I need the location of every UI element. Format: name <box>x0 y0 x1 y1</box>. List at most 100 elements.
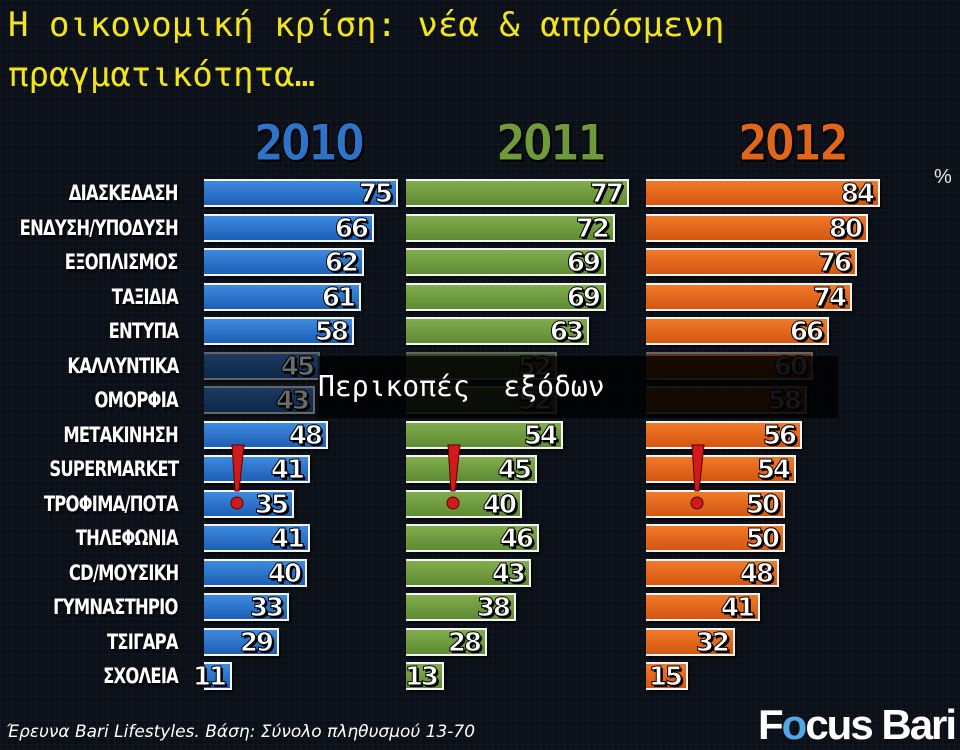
bar-value-label: 63 <box>549 317 584 348</box>
bar-2012: 80 <box>646 214 868 245</box>
category-label: CD/ΜΟΥΣΙΚΗ <box>68 561 178 585</box>
category-label: ΚΑΛΛΥΝΤΙΚΑ <box>66 354 179 378</box>
bar-2011: 63 <box>406 317 589 348</box>
bar-2011: 43 <box>406 559 531 590</box>
bar-2010: 48 <box>204 421 328 452</box>
bar-2010: 61 <box>204 283 361 314</box>
bar-2012: 15 <box>646 662 688 693</box>
exclamation-icon <box>446 444 461 510</box>
bar-2012: 48 <box>646 559 779 590</box>
bar-value-label: 41 <box>720 593 755 624</box>
bar-value-label: 33 <box>249 593 284 624</box>
bar-value-label: 66 <box>334 214 369 245</box>
category-label: ΕΝΔΥΣΗ/ΥΠΟΔΥΣΗ <box>19 216 179 240</box>
bar-2012: 76 <box>646 248 857 279</box>
year-label-2011: 2011 <box>496 114 608 173</box>
bar-2011: 38 <box>406 593 516 624</box>
bar-value-label: 48 <box>288 421 323 452</box>
spending-cuts-label: Περικοπές εξόδων <box>318 356 838 418</box>
bar-2011: 45 <box>406 455 537 486</box>
bar-2010: 75 <box>204 179 398 210</box>
bar-value-label: 58 <box>314 317 349 348</box>
exclamation-icon <box>690 444 705 510</box>
bar-2011: 46 <box>406 524 539 555</box>
category-label: ΤΑΞΙΔΙΑ <box>111 285 179 309</box>
bar-2011: 72 <box>406 214 615 245</box>
bar-2010: 40 <box>204 559 307 590</box>
bar-value-label: 48 <box>739 559 774 590</box>
bar-2012: 56 <box>646 421 802 452</box>
bar-value-label: 45 <box>497 455 532 486</box>
bar-2011: 28 <box>406 628 487 659</box>
bar-2010: 29 <box>204 628 279 659</box>
bar-value-label: 61 <box>321 283 356 314</box>
category-label: ΟΜΟΡΦΙΑ <box>94 388 179 412</box>
bar-value-label: 46 <box>499 524 534 555</box>
bar-2012: 32 <box>646 628 735 659</box>
bar-2010: 41 <box>204 455 310 486</box>
year-label-2012: 2012 <box>738 114 850 173</box>
source-note: Έρευνα Bari Lifestyles. Βάση: Σύνολο πλη… <box>6 722 476 742</box>
bar-value-label: 15 <box>648 662 683 693</box>
bar-value-label: 62 <box>324 248 359 279</box>
bar-2010: 35 <box>204 490 294 521</box>
bar-value-label: 28 <box>447 628 482 659</box>
focus-bari-logo: Focus Bari <box>758 701 957 748</box>
bar-2010: 45 <box>204 352 320 383</box>
bar-value-label: 38 <box>476 593 511 624</box>
category-label: ΕΝΤΥΠΑ <box>108 319 178 343</box>
bar-value-label: 69 <box>566 248 601 279</box>
bar-value-label: 77 <box>589 179 624 210</box>
bar-value-label: 40 <box>267 559 302 590</box>
bar-value-label: 41 <box>270 455 305 486</box>
bar-value-label: 13 <box>404 662 439 693</box>
bar-value-label: 72 <box>575 214 610 245</box>
bar-2010: 33 <box>204 593 289 624</box>
bar-2010: 11 <box>192 662 232 693</box>
bar-value-label: 54 <box>523 421 558 452</box>
bar-value-label: 76 <box>817 248 852 279</box>
bar-2011: 69 <box>406 283 606 314</box>
bar-2012: 50 <box>646 490 785 521</box>
bar-2012: 84 <box>646 179 880 210</box>
bar-2012: 66 <box>646 317 829 348</box>
bar-2012: 54 <box>646 455 796 486</box>
bar-value-label: 43 <box>275 386 310 417</box>
bar-2010: 66 <box>204 214 374 245</box>
bar-2012: 41 <box>646 593 760 624</box>
category-label: ΣΧΟΛΕΙΑ <box>103 664 179 688</box>
page-title: Η οικονομική κρίση: νέα & απρόσμενη πραγ… <box>8 5 725 95</box>
exclamation-icon <box>230 444 245 510</box>
category-label: ΕΞΟΠΛΙΣΜΟΣ <box>65 250 179 274</box>
bar-value-label: 41 <box>270 524 305 555</box>
year-label-2010: 2010 <box>254 114 366 173</box>
bar-value-label: 35 <box>254 490 289 521</box>
bar-value-label: 43 <box>491 559 526 590</box>
bar-value-label: 69 <box>566 283 601 314</box>
bar-value-label: 75 <box>358 179 393 210</box>
bar-value-label: 50 <box>745 524 780 555</box>
bar-2011: 69 <box>406 248 606 279</box>
bar-value-label: 56 <box>762 421 797 452</box>
category-label: ΓΥΜΝΑΣΤΗΡΙΟ <box>53 595 178 619</box>
bar-2011: 13 <box>404 662 444 693</box>
bar-2011: 40 <box>406 490 522 521</box>
bar-2010: 41 <box>204 524 310 555</box>
bar-value-label: 32 <box>695 628 730 659</box>
bar-value-label: 40 <box>482 490 517 521</box>
unit-label: % <box>934 166 952 188</box>
bar-value-label: 29 <box>239 628 274 659</box>
category-label: SUPERMARKET <box>49 457 179 481</box>
category-label: ΤΗΛΕΦΩΝΙΑ <box>75 526 179 550</box>
bar-2012: 74 <box>646 283 852 314</box>
bar-value-label: 84 <box>840 179 875 210</box>
bar-2011: 77 <box>406 179 629 210</box>
bar-value-label: 11 <box>192 662 227 693</box>
category-label: ΤΡΟΦΙΜΑ/ΠΟΤΑ <box>43 492 179 516</box>
category-label: ΔΙΑΣΚΕΔΑΣΗ <box>69 181 179 205</box>
bar-2010: 58 <box>204 317 354 348</box>
bar-2012: 50 <box>646 524 785 555</box>
bar-value-label: 54 <box>756 455 791 486</box>
bar-value-label: 66 <box>789 317 824 348</box>
category-label: ΜΕΤΑΚΙΝΗΣΗ <box>63 423 178 447</box>
